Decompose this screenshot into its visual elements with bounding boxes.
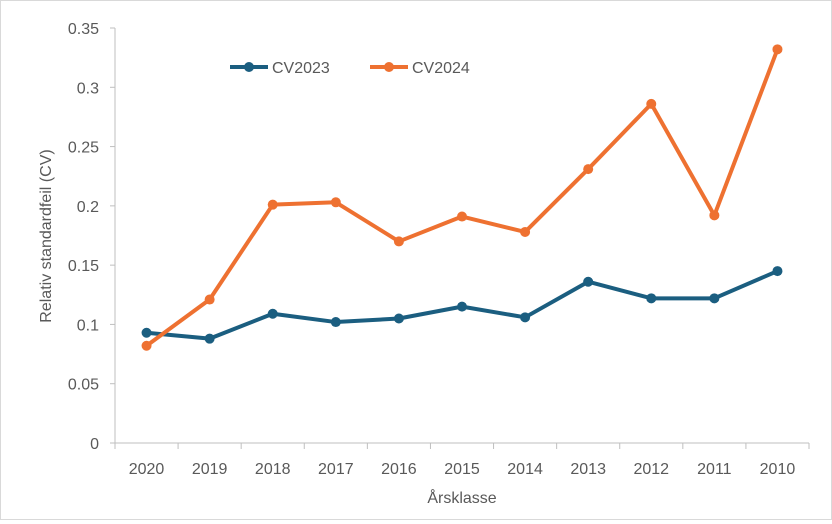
y-tick-label: 0.05 <box>68 377 99 394</box>
x-tick-label: 2020 <box>129 461 165 478</box>
legend-label: CV2023 <box>272 60 330 77</box>
y-tick-label: 0.25 <box>68 140 99 157</box>
legend-label: CV2024 <box>412 60 470 77</box>
y-axis-label: Relativ standardfeil (CV) <box>38 149 55 322</box>
y-tick-label: 0.1 <box>77 317 99 334</box>
x-axis-label: Årsklasse <box>427 488 496 507</box>
legend-marker <box>384 62 394 72</box>
data-point <box>141 327 152 338</box>
data-point <box>520 226 531 237</box>
series-line <box>145 48 780 348</box>
data-point <box>141 340 152 351</box>
data-point <box>709 210 720 221</box>
x-tick-label: 2012 <box>633 461 669 478</box>
data-point <box>457 211 467 222</box>
x-tick-label: 2018 <box>255 461 291 478</box>
data-point <box>330 317 341 328</box>
data-point <box>772 44 783 55</box>
data-point <box>393 313 404 324</box>
series-CV2023 <box>141 266 783 344</box>
y-tick-label: 0 <box>90 436 99 453</box>
y-tick-label: 0.15 <box>68 258 99 275</box>
data-point <box>204 294 215 305</box>
y-tick-label: 0.2 <box>77 199 99 216</box>
data-point <box>646 98 657 109</box>
data-point <box>267 308 278 319</box>
data-point <box>520 312 531 323</box>
x-tick-label: 2011 <box>697 461 732 478</box>
x-tick-label: 2010 <box>760 461 796 478</box>
data-point <box>204 333 215 344</box>
y-tick-label: 0.35 <box>68 21 99 38</box>
data-point <box>393 236 404 247</box>
x-tick-label: 2014 <box>507 461 543 478</box>
x-tick-label: 2016 <box>381 461 417 478</box>
data-point <box>330 197 341 208</box>
legend-marker <box>244 62 254 72</box>
series-CV2024 <box>141 44 783 351</box>
x-tick-label: 2019 <box>192 461 228 478</box>
x-tick-label: 2015 <box>444 461 480 478</box>
data-point <box>646 293 657 304</box>
data-point <box>583 276 594 287</box>
data-point <box>709 293 720 304</box>
y-tick-label: 0.3 <box>77 80 99 97</box>
data-point <box>267 199 278 210</box>
data-point <box>457 301 467 312</box>
x-tick-label: 2013 <box>570 461 606 478</box>
data-point <box>772 266 783 277</box>
x-tick-label: 2017 <box>318 461 354 478</box>
data-point <box>583 164 594 175</box>
